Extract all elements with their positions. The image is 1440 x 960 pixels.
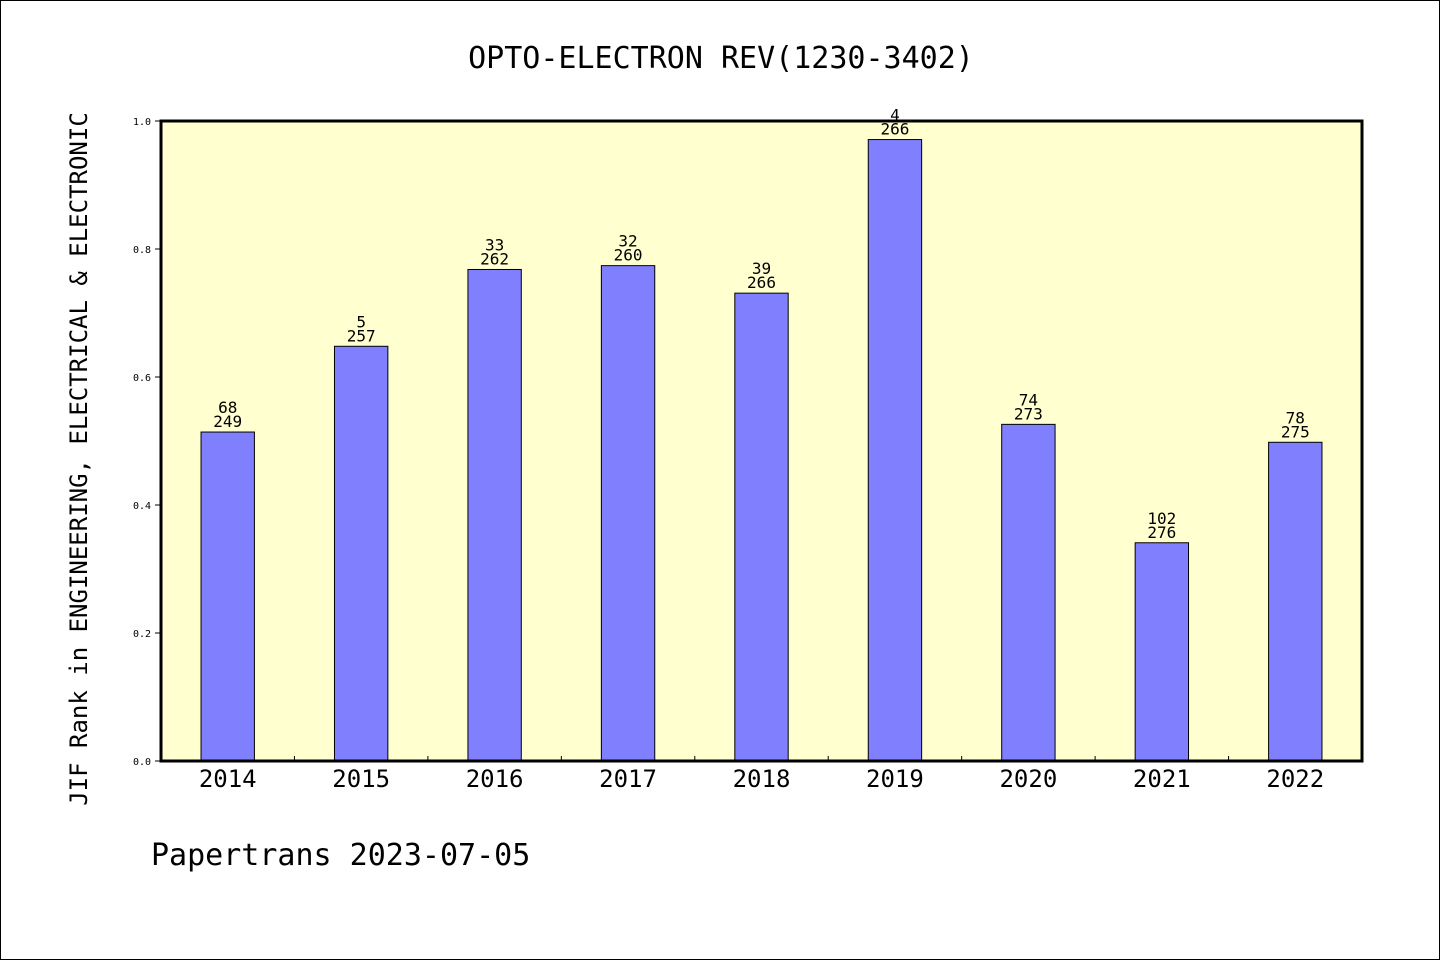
y-tick-label-4: 0.8 (133, 245, 151, 256)
bar-2014 (200, 431, 255, 762)
chart-title: OPTO-ELECTRON REV(1230-3402) (468, 41, 974, 76)
x-tick-label-2017: 2017 (599, 765, 657, 793)
y-tick-label-3: 0.6 (133, 373, 151, 384)
bar-total-label-2021: 276 (1147, 523, 1176, 542)
bar-rank-label-2022: 78 (1286, 408, 1305, 427)
bar-total-label-2014: 249 (213, 412, 242, 431)
plot-border (159, 119, 1364, 763)
bar-total-label-2019: 266 (880, 120, 909, 139)
bar-rank-label-2017: 32 (618, 232, 637, 251)
bar-total-label-2017: 260 (614, 246, 643, 265)
bar-2017 (600, 265, 656, 762)
bar-rank-label-2018: 39 (752, 259, 771, 278)
bar-2019 (867, 139, 923, 762)
bar-rank-label-2019: 4 (890, 106, 900, 125)
bar-2022 (1268, 441, 1323, 762)
x-tick-label-2015: 2015 (332, 765, 390, 793)
x-axis: 2014 2015 2016 2017 2018 2019 2020 2021 2022 (199, 756, 1324, 793)
bar-total-label-2018: 266 (747, 273, 776, 292)
bar-2016 (467, 268, 522, 762)
x-tick-label-2016: 2016 (466, 765, 524, 793)
y-tick-label-1: 0.2 (133, 629, 151, 640)
bars-layer (200, 139, 1323, 762)
bar-rank-label-2014: 68 (218, 398, 237, 417)
bar-labels-layer: 6824952573326232260392664266742731022767… (213, 106, 1309, 542)
bar-rank-label-2020: 74 (1019, 390, 1038, 409)
x-tick-label-2018: 2018 (733, 765, 791, 793)
bar-2020 (1001, 423, 1056, 762)
y-axis-label: JIF Rank in ENGINEERING, ELECTRICAL & EL… (65, 112, 93, 806)
x-tick-label-2019: 2019 (866, 765, 924, 793)
bar-total-label-2022: 275 (1281, 422, 1310, 441)
bar-2018 (734, 292, 789, 762)
x-tick-label-2021: 2021 (1133, 765, 1191, 793)
bar-total-label-2020: 273 (1014, 404, 1043, 423)
bar-rank-label-2015: 5 (356, 312, 366, 331)
bar-rank-label-2016: 33 (485, 235, 504, 254)
x-tick-label-2020: 2020 (999, 765, 1057, 793)
x-tick-label-2022: 2022 (1266, 765, 1324, 793)
bar-total-label-2015: 257 (347, 326, 376, 345)
footer-credit: Papertrans 2023-07-05 (151, 838, 530, 873)
y-tick-label-0: 0.0 (133, 757, 151, 768)
y-tick-label-2: 0.4 (133, 501, 151, 512)
bar-total-label-2016: 262 (480, 249, 509, 268)
y-axis: 0.0 0.2 0.4 0.6 0.8 1.0 (133, 117, 161, 768)
y-tick-label-5: 1.0 (133, 117, 151, 128)
bar-2021 (1134, 542, 1190, 762)
x-tick-label-2014: 2014 (199, 765, 257, 793)
bar-2015 (333, 345, 389, 762)
bar-rank-label-2021: 102 (1147, 509, 1176, 528)
